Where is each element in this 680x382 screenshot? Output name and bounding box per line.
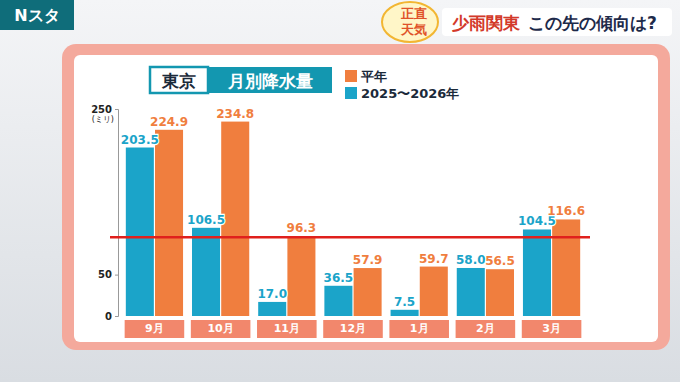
x-tick: 3月	[522, 320, 582, 338]
reference-line	[110, 236, 590, 239]
y-tick-mark	[115, 109, 118, 110]
badge-shape	[382, 2, 438, 42]
data-label: 57.9	[353, 253, 383, 267]
logo: Nスタ	[14, 6, 59, 25]
badge-text: 正直	[400, 6, 427, 21]
data-label: 17.0	[257, 287, 287, 301]
data-label: 106.5	[187, 213, 225, 227]
x-tick-label: 2月	[476, 322, 495, 335]
badge-text: 天気	[400, 22, 427, 37]
title: 月別降水量	[227, 71, 313, 91]
x-tick: 12月	[323, 320, 383, 338]
y-axis-title: (ミリ)	[92, 115, 114, 124]
bar	[287, 236, 315, 316]
x-tick-box	[257, 320, 317, 338]
data-label: 59.7	[419, 252, 449, 266]
x-tick-label: 9月	[145, 322, 164, 335]
logo-box	[0, 0, 74, 30]
data-label: 56.5	[485, 254, 515, 268]
bar	[258, 302, 286, 316]
x-tick: 11月	[257, 320, 317, 338]
board-frame	[62, 44, 670, 350]
title-box	[208, 67, 332, 93]
bar	[192, 228, 220, 316]
bar	[486, 269, 514, 316]
y-axis-line	[115, 110, 119, 317]
headline-main: 少雨関東	[452, 13, 521, 33]
bar	[523, 229, 551, 316]
y-tick: 250	[91, 104, 118, 115]
x-tick: 10月	[191, 320, 251, 338]
y-tick: 50	[98, 269, 118, 280]
bar	[221, 122, 249, 316]
headline: 少雨関東この先の傾向は?	[452, 13, 657, 33]
legend-swatch	[345, 70, 357, 82]
data-label: 36.5	[324, 271, 354, 285]
bar	[552, 219, 580, 316]
bar	[126, 148, 154, 316]
x-tick: 1月	[389, 320, 449, 338]
x-tick-box	[522, 320, 582, 338]
x-tick: 2月	[456, 320, 516, 338]
legend-label: 平年	[360, 69, 387, 84]
data-label: 96.3	[287, 221, 317, 235]
data-label: 7.5	[394, 295, 415, 309]
bar	[457, 268, 485, 316]
bar	[420, 267, 448, 316]
data-label: 234.8	[216, 107, 254, 121]
legend-swatch	[345, 87, 357, 99]
data-label: 116.6	[547, 204, 585, 218]
y-tick-mark	[115, 316, 118, 317]
background	[0, 0, 680, 382]
x-tick-label: 3月	[542, 322, 561, 335]
legend-label: 2025〜2026年	[361, 86, 459, 101]
y-tick-label: 50	[98, 269, 112, 280]
x-tick-label: 1月	[410, 322, 429, 335]
canvas: Nスタ 正直天気 少雨関東この先の傾向は? 東京 月別降水量 平年 2025〜2026年 0 5…	[0, 0, 680, 382]
bar	[391, 310, 419, 316]
bar	[155, 130, 183, 316]
x-tick-label: 11月	[274, 322, 300, 335]
board-panel	[74, 55, 658, 342]
x-tick-label: 12月	[340, 322, 366, 335]
data-label: 58.0	[456, 253, 486, 267]
data-label: 203.5	[121, 133, 159, 147]
bar	[324, 286, 352, 316]
headline-box	[442, 8, 672, 36]
x-tick-box	[389, 320, 449, 338]
bar	[354, 268, 382, 316]
subtitle: 東京	[161, 71, 196, 91]
x-tick-box	[323, 320, 383, 338]
y-tick-mark	[115, 275, 118, 276]
subtitle-box	[150, 67, 208, 93]
y-tick-label: 0	[105, 311, 112, 322]
y-tick: 0	[105, 311, 118, 322]
bars	[126, 122, 580, 316]
x-axis: 9月 10月 11月 12月 1月 2月 3月	[125, 320, 582, 338]
y-tick-label: 250	[91, 104, 112, 115]
data-label: 224.9	[150, 115, 188, 129]
x-tick-box	[456, 320, 516, 338]
y-axis: 0 50 250	[91, 104, 118, 322]
x-tick-box	[125, 320, 185, 338]
headline-sub: この先の傾向は?	[528, 13, 657, 33]
x-tick-label: 10月	[207, 322, 233, 335]
x-tick-box	[191, 320, 251, 338]
x-tick: 9月	[125, 320, 185, 338]
data-labels: 203.5106.517.036.57.558.0104.5224.9234.8…	[121, 107, 585, 309]
